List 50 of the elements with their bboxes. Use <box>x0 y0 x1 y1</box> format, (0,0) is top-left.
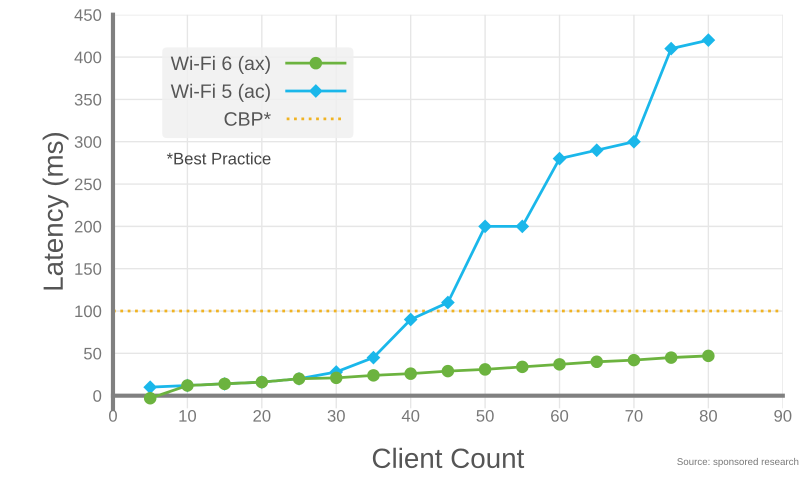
legend-label: CBP* <box>224 112 271 126</box>
point <box>664 42 678 56</box>
point <box>330 372 342 384</box>
point <box>367 369 380 382</box>
point <box>366 350 380 364</box>
point <box>702 34 715 47</box>
annotation: *Best Practice <box>166 152 270 164</box>
x-tick-label: 50 <box>476 410 494 422</box>
point <box>552 152 566 166</box>
point <box>590 144 604 157</box>
x-tick-label: 90 <box>774 410 792 422</box>
point <box>478 363 492 376</box>
point <box>441 296 454 310</box>
point <box>478 220 492 233</box>
y-tick-label: 250 <box>74 178 102 190</box>
x-tick-label: 80 <box>700 410 717 422</box>
point <box>702 350 715 362</box>
point <box>144 392 156 404</box>
point <box>553 358 566 371</box>
y-tick-label: 150 <box>75 263 102 275</box>
source-note: Source: sponsored research <box>677 458 798 467</box>
point <box>627 135 641 148</box>
x-tick-label: 20 <box>253 410 270 422</box>
point <box>628 354 640 366</box>
y-tick-label: 0 <box>93 390 102 402</box>
point <box>664 351 678 364</box>
point <box>404 367 417 380</box>
y-tick-label: 300 <box>74 136 102 148</box>
legend-label: Wi-Fi 6 (ax) <box>170 56 270 74</box>
x-axis-title: Client Count <box>372 448 524 468</box>
legend-label: Wi-Fi 5 (ac) <box>170 84 270 102</box>
x-tick-label: 10 <box>179 410 196 422</box>
point <box>516 360 529 374</box>
x-tick-label: 70 <box>626 410 643 422</box>
point <box>404 312 418 326</box>
y-tick-label: 50 <box>84 348 102 360</box>
point <box>590 356 603 368</box>
x-tick-label: 40 <box>402 410 420 422</box>
point <box>442 364 454 378</box>
point <box>516 220 529 233</box>
y-tick-label: 400 <box>74 51 102 64</box>
x-tick-label: 30 <box>328 410 345 422</box>
x-tick-label: 0 <box>108 410 117 422</box>
x-tick-label: 60 <box>551 410 568 422</box>
y-tick-label: 450 <box>74 9 102 21</box>
y-tick-label: 350 <box>74 94 102 106</box>
y-tick-label: 100 <box>75 305 102 318</box>
point <box>144 380 157 394</box>
y-axis-title: Latency (ms) <box>42 133 69 290</box>
y-tick-label: 200 <box>74 220 102 233</box>
